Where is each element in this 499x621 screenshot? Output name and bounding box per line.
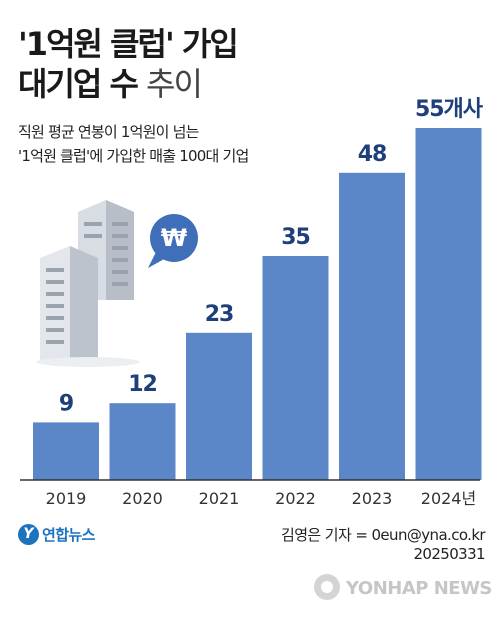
office-buildings-icon xyxy=(36,200,140,367)
subtitle-line-2: '1억원 클럽'에 가입한 매출 100대 기업 xyxy=(18,147,249,165)
bars-group: 9 2019 12 2020 23 2021 35 2022 48 2023 55개사 2024년 xyxy=(33,97,485,508)
value-label-2019: 9 xyxy=(59,391,73,416)
value-label-2021: 23 xyxy=(205,302,234,327)
credit-reporter: 김영은 기자 = 0eun@yna.co.kr xyxy=(281,526,486,544)
won-speech-bubble-icon: ₩ xyxy=(148,214,198,268)
bar-2019 xyxy=(33,422,99,480)
category-label-2021: 2021 xyxy=(199,489,240,508)
bar-2023 xyxy=(339,172,405,481)
watermark: YONHAP NEWS xyxy=(346,578,492,599)
chart-title: '1억원 클럽' 가입 대기업 수 추이 xyxy=(18,24,239,104)
bar-2022 xyxy=(262,256,329,480)
value-label-2020: 12 xyxy=(128,372,157,397)
credit: 김영은 기자 = 0eun@yna.co.kr 20250331 xyxy=(281,526,486,564)
category-label-2019: 2019 xyxy=(46,489,87,508)
yonhap-logo: 연합뉴스 xyxy=(42,526,95,544)
value-label-2023: 48 xyxy=(358,142,387,167)
subtitle-line-1: 직원 평균 연봉이 1억원이 넘는 xyxy=(18,123,199,141)
value-label-2024년: 55개사 xyxy=(415,97,484,122)
value-label-2022: 35 xyxy=(281,225,310,250)
bar-2020 xyxy=(109,403,176,480)
title-line-1: '1억원 클럽' 가입 xyxy=(18,25,239,63)
category-label-2023: 2023 xyxy=(352,489,393,508)
category-label-2024년: 2024년 xyxy=(421,489,476,508)
won-symbol: ₩ xyxy=(161,224,188,252)
title-light: 추이 xyxy=(146,65,203,103)
credit-date: 20250331 xyxy=(413,545,485,563)
watermark-logo-icon xyxy=(314,574,340,600)
bar-2024년 xyxy=(415,128,482,480)
title-bold: 대기업 수 xyxy=(18,65,139,103)
chart-subtitle: 직원 평균 연봉이 1억원이 넘는 '1억원 클럽'에 가입한 매출 100대 … xyxy=(18,120,249,168)
category-label-2022: 2022 xyxy=(275,489,316,508)
bar-2021 xyxy=(186,332,252,480)
title-line-2: 대기업 수 추이 xyxy=(18,64,237,104)
category-label-2020: 2020 xyxy=(122,489,163,508)
yonhap-logo-icon: Y xyxy=(18,524,39,545)
